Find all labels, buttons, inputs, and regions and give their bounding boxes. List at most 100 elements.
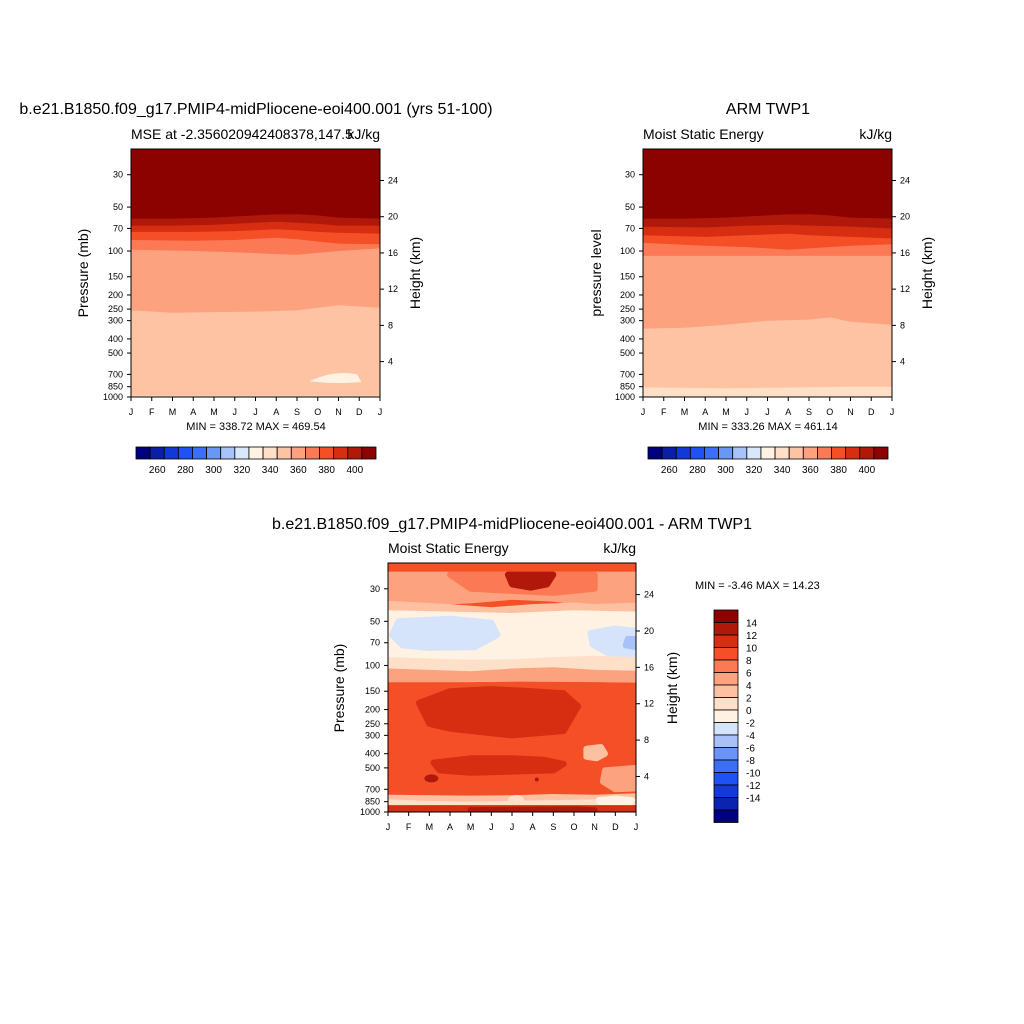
colorbar-swatch	[206, 446, 222, 460]
colorbar-swatch	[788, 446, 804, 460]
x-tick-label: D	[868, 407, 875, 417]
colorbar-swatch	[873, 446, 889, 460]
contour-patch	[504, 571, 557, 591]
colorbar-swatch	[248, 446, 264, 460]
colorbar-tick-label: 4	[746, 681, 752, 692]
colorbar-swatch	[713, 697, 739, 711]
y-right-tick-label: 12	[644, 699, 654, 709]
colorbar-swatch	[713, 797, 739, 811]
colorbar-tick-label: 320	[746, 465, 763, 476]
colorbar-swatch	[319, 446, 335, 460]
contour-patch	[416, 686, 582, 739]
colorbar-swatch	[661, 446, 677, 460]
y-right-tick-label: 16	[388, 248, 398, 258]
y-tick-label: 700	[365, 784, 380, 794]
y-tick-label: 70	[370, 638, 380, 648]
contour-spot	[534, 777, 539, 782]
x-tick-label: J	[233, 407, 238, 417]
panel-obs-minmax: MIN = 333.26 MAX = 461.14	[698, 421, 837, 433]
y-tick-label: 30	[625, 170, 635, 180]
colorbar-tick-label: 12	[746, 631, 758, 642]
panel-diff-minmax: MIN = -3.46 MAX = 14.23	[695, 580, 820, 592]
panel-obs-ylabel: pressure level	[588, 229, 604, 316]
y-right-tick-label: 20	[900, 212, 910, 222]
y-right-tick-label: 4	[388, 357, 393, 367]
x-tick-label: J	[510, 822, 515, 832]
x-tick-label: M	[426, 822, 434, 832]
colorbar-tick-label: 0	[746, 706, 752, 717]
colorbar-tick-label: -10	[746, 769, 761, 780]
y-tick-label: 100	[620, 246, 635, 256]
colorbar-tick-label: 280	[177, 465, 194, 476]
colorbar-swatch	[713, 709, 739, 723]
x-tick-label: S	[806, 407, 812, 417]
colorbar-tick-label: 380	[318, 465, 335, 476]
panel-model-subtitle-right: kJ/kg	[347, 126, 380, 142]
y-tick-label: 700	[620, 369, 635, 379]
y-right-tick-label: 16	[644, 662, 654, 672]
y-tick-label: 1000	[103, 392, 123, 402]
y-right-tick-label: 8	[388, 320, 393, 330]
colorbar-swatch	[713, 759, 739, 773]
colorbar-swatch	[713, 634, 739, 648]
x-tick-label: J	[765, 407, 770, 417]
x-tick-label: A	[273, 407, 279, 417]
y-tick-label: 200	[108, 290, 123, 300]
y-tick-label: 400	[620, 334, 635, 344]
panel-obs-ylabel-right: Height (km)	[919, 237, 935, 309]
colorbar-swatch	[220, 446, 236, 460]
x-tick-label: A	[190, 407, 196, 417]
colorbar-swatch	[760, 446, 776, 460]
panel-model-minmax: MIN = 338.72 MAX = 469.54	[186, 421, 325, 433]
colorbar-swatch	[718, 446, 734, 460]
x-tick-label: M	[681, 407, 689, 417]
colorbar-tick-label: 360	[802, 465, 819, 476]
panel-model-colorbar: 260 280 300 320 340 360 380 400	[135, 446, 377, 476]
y-right-tick-label: 24	[388, 175, 398, 185]
colorbar-tick-label: 6	[746, 669, 752, 680]
colorbar-tick-label: 400	[858, 465, 875, 476]
colorbar-swatch	[361, 446, 377, 460]
colorbar-swatch	[347, 446, 363, 460]
colorbar-swatch	[675, 446, 691, 460]
colorbar-tick-label: 2	[746, 694, 752, 705]
x-tick-label: D	[612, 822, 619, 832]
colorbar-swatch	[845, 446, 861, 460]
panel-obs: ARM TWP1 Moist Static Energy kJ/kg 30 50 7…	[588, 101, 935, 476]
colorbar-tick-label: 360	[290, 465, 307, 476]
panel-obs-title: ARM TWP1	[726, 101, 810, 118]
y-right-tick-label: 20	[644, 626, 654, 636]
y-tick-label: 250	[620, 304, 635, 314]
colorbar-tick-label: 340	[262, 465, 279, 476]
colorbar-tick-label: -2	[746, 719, 755, 730]
y-tick-label: 200	[620, 290, 635, 300]
x-tick-label: J	[634, 822, 639, 832]
x-tick-label: N	[847, 407, 854, 417]
contour-patch	[388, 667, 636, 683]
x-tick-label: N	[591, 822, 598, 832]
colorbar-swatch	[689, 446, 705, 460]
y-tick-label: 200	[365, 705, 380, 715]
contour-field	[643, 149, 892, 397]
x-tick-label: J	[386, 822, 391, 832]
colorbar-swatch	[713, 659, 739, 673]
y-tick-label: 850	[108, 382, 123, 392]
colorbar-swatch	[713, 747, 739, 761]
x-tick-label: J	[745, 407, 750, 417]
colorbar-swatch	[177, 446, 193, 460]
x-tick-label: N	[335, 407, 342, 417]
colorbar-swatch	[713, 734, 739, 748]
y-tick-label: 400	[365, 749, 380, 759]
panel-diff-subtitle-left: Moist Static Energy	[388, 540, 509, 556]
y-right-tick-label: 20	[388, 212, 398, 222]
panel-obs-subtitle-right: kJ/kg	[859, 126, 892, 142]
colorbar-swatch	[305, 446, 320, 460]
colorbar-tick-label: -8	[746, 756, 755, 767]
colorbar-swatch	[234, 446, 250, 460]
contour-patch	[599, 764, 636, 793]
y-tick-label: 250	[365, 719, 380, 729]
y-tick-label: 100	[365, 660, 380, 670]
colorbar-swatch	[704, 446, 719, 460]
colorbar-swatch	[192, 446, 207, 460]
